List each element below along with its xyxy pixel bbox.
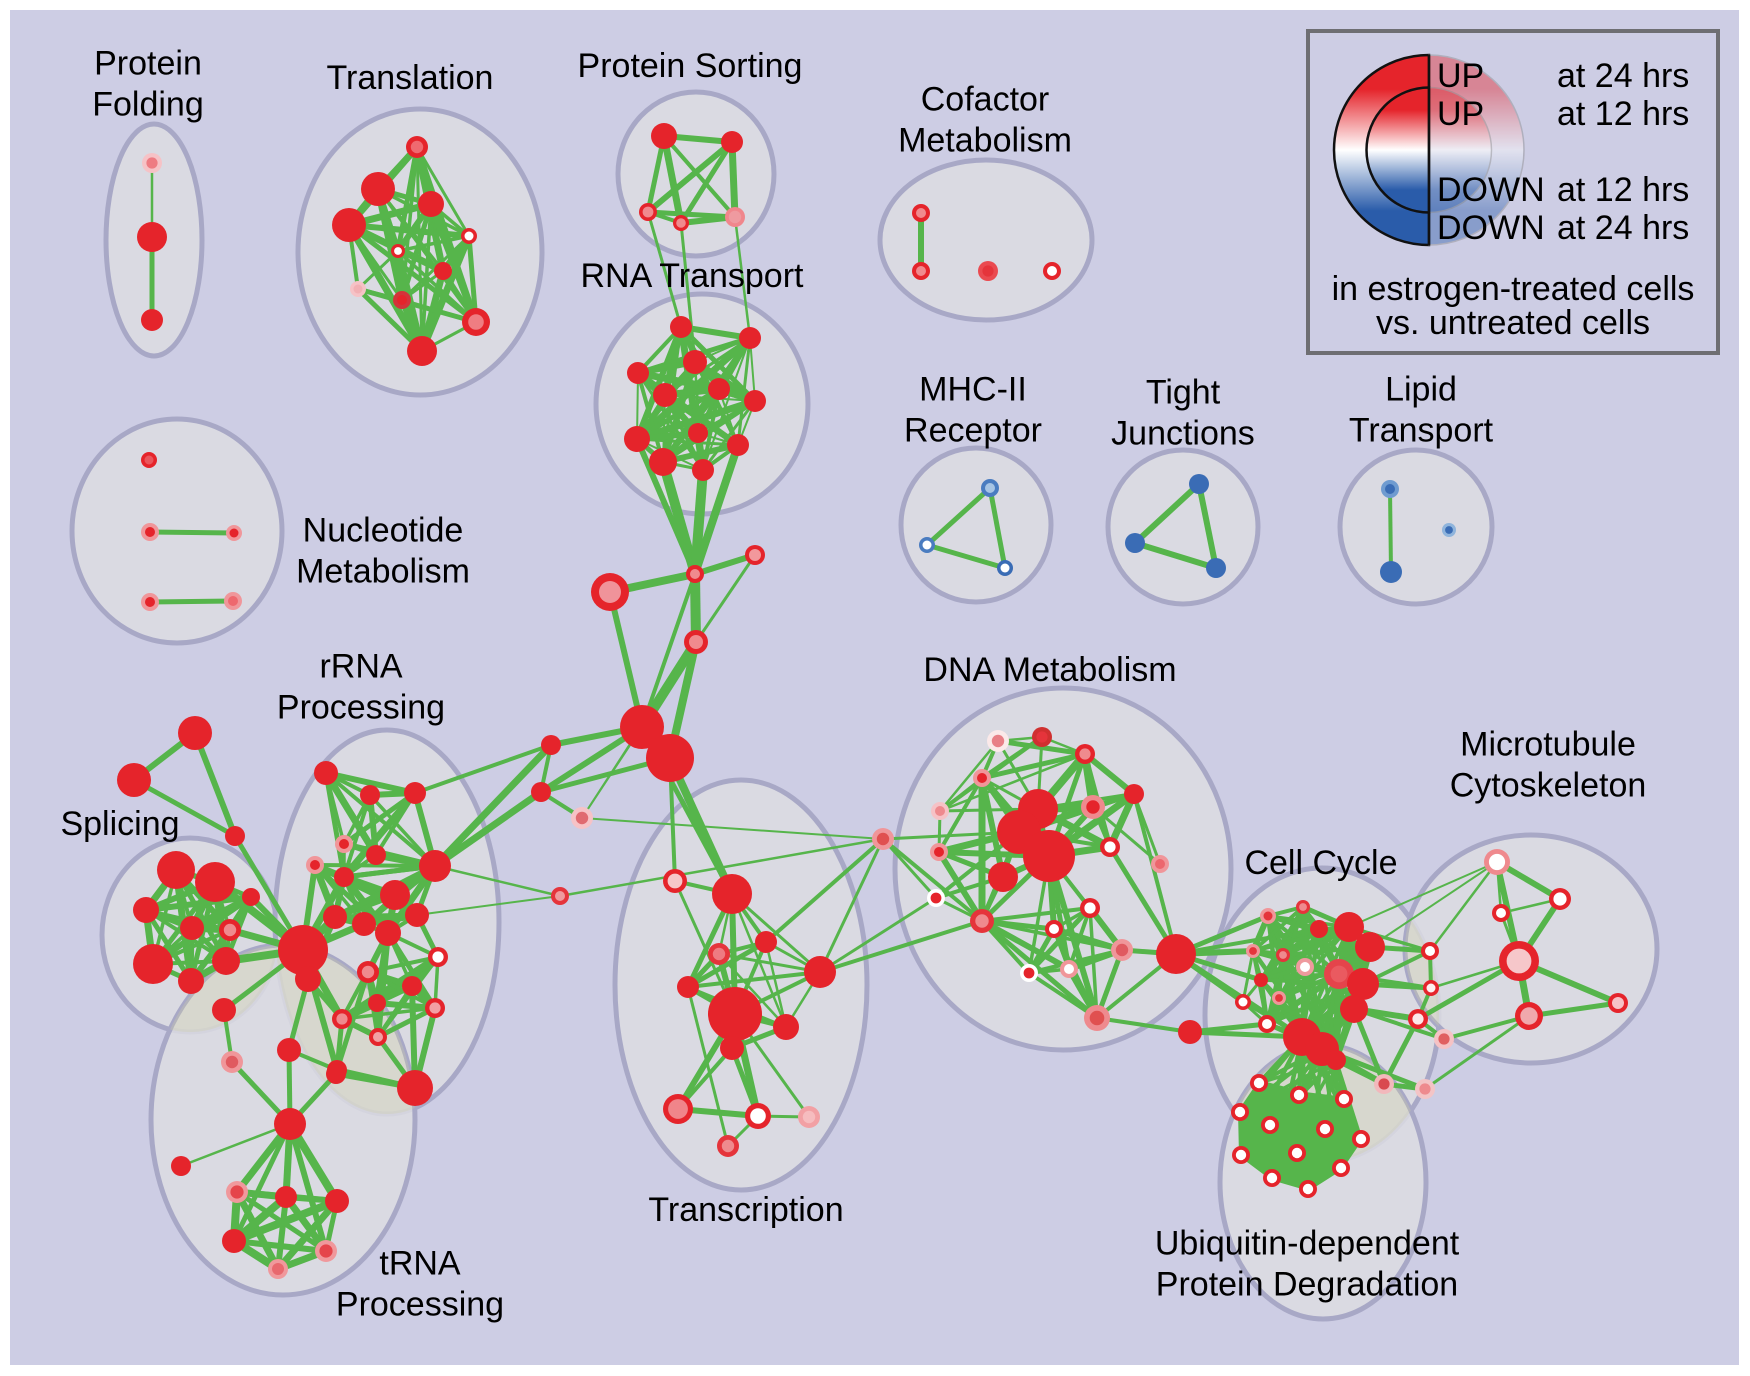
svg-text:Splicing: Splicing	[60, 805, 179, 843]
svg-text:Translation: Translation	[327, 59, 494, 97]
svg-text:Nucleotide: Nucleotide	[303, 512, 464, 550]
svg-text:Junctions: Junctions	[1111, 415, 1255, 453]
svg-text:at 12 hrs: at 12 hrs	[1557, 171, 1689, 209]
svg-text:Tight: Tight	[1146, 374, 1221, 412]
svg-text:MHC-II: MHC-II	[919, 371, 1027, 409]
svg-text:Cofactor: Cofactor	[921, 81, 1050, 119]
svg-text:vs. untreated cells: vs. untreated cells	[1376, 304, 1650, 342]
svg-text:Metabolism: Metabolism	[296, 553, 470, 591]
svg-text:DNA Metabolism: DNA Metabolism	[923, 651, 1176, 689]
svg-text:DOWN: DOWN	[1437, 171, 1545, 209]
svg-text:Microtubule: Microtubule	[1460, 726, 1636, 764]
svg-text:Protein: Protein	[94, 45, 202, 83]
svg-text:Processing: Processing	[277, 689, 445, 727]
svg-text:DOWN: DOWN	[1437, 209, 1545, 247]
svg-text:Protein Sorting: Protein Sorting	[578, 47, 803, 85]
svg-text:Metabolism: Metabolism	[898, 122, 1072, 160]
svg-text:at 24 hrs: at 24 hrs	[1557, 209, 1689, 247]
svg-text:Folding: Folding	[92, 86, 204, 124]
svg-text:Receptor: Receptor	[904, 412, 1042, 450]
svg-text:UP: UP	[1437, 57, 1484, 95]
svg-text:at 24 hrs: at 24 hrs	[1557, 57, 1689, 95]
svg-text:at 12 hrs: at 12 hrs	[1557, 95, 1689, 133]
svg-text:in estrogen-treated cells: in estrogen-treated cells	[1332, 270, 1695, 308]
svg-text:RNA Transport: RNA Transport	[581, 257, 805, 295]
svg-text:rRNA: rRNA	[319, 648, 402, 686]
svg-text:Lipid: Lipid	[1385, 371, 1457, 409]
svg-text:Transport: Transport	[1349, 412, 1494, 450]
svg-text:Cytoskeleton: Cytoskeleton	[1450, 767, 1647, 805]
svg-text:UP: UP	[1437, 95, 1484, 133]
svg-text:tRNA: tRNA	[379, 1245, 461, 1283]
svg-text:Ubiquitin-dependent: Ubiquitin-dependent	[1155, 1225, 1460, 1263]
svg-text:Cell Cycle: Cell Cycle	[1244, 844, 1397, 882]
svg-text:Protein Degradation: Protein Degradation	[1156, 1266, 1458, 1304]
svg-text:Processing: Processing	[336, 1286, 504, 1324]
svg-text:Transcription: Transcription	[648, 1191, 843, 1229]
